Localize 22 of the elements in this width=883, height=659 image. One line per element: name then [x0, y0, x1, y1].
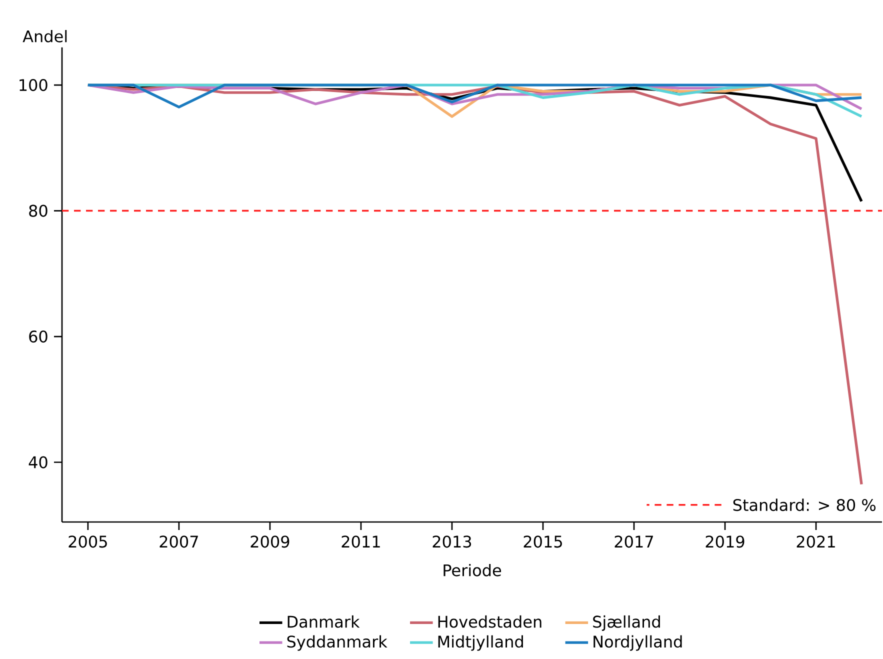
x-tick-label: 2011 [342, 536, 380, 548]
y-axis-title: Andel [22, 30, 67, 42]
x-tick-label: 2021 [796, 536, 835, 548]
x-tick-label: 2007 [160, 536, 198, 548]
x-tick-label: 2017 [614, 536, 653, 548]
y-tick-label: 80 [29, 204, 48, 217]
legend-label: Danmark [288, 615, 360, 628]
y-tick-label: 40 [28, 456, 48, 468]
x-tick-label: 2009 [250, 536, 290, 548]
legend-label: Sjælland [593, 615, 660, 631]
x-axis-title: Periode [444, 564, 502, 576]
legend-label: Syddanmark [287, 635, 388, 651]
legend-label: Hovedstaden [438, 615, 542, 628]
y-tick-label: 100 [20, 78, 48, 92]
legend-label: Midtjylland [438, 635, 523, 651]
x-tick-label: 2015 [524, 536, 562, 548]
y-tick-label: 60 [29, 330, 48, 343]
legend-label: Standard: > 80 % [733, 498, 876, 512]
x-tick-label: 2013 [432, 536, 472, 548]
x-tick-label: 2019 [706, 536, 744, 548]
legend-label: Nordjylland [594, 635, 682, 651]
x-tick-label: 2005 [68, 536, 107, 548]
